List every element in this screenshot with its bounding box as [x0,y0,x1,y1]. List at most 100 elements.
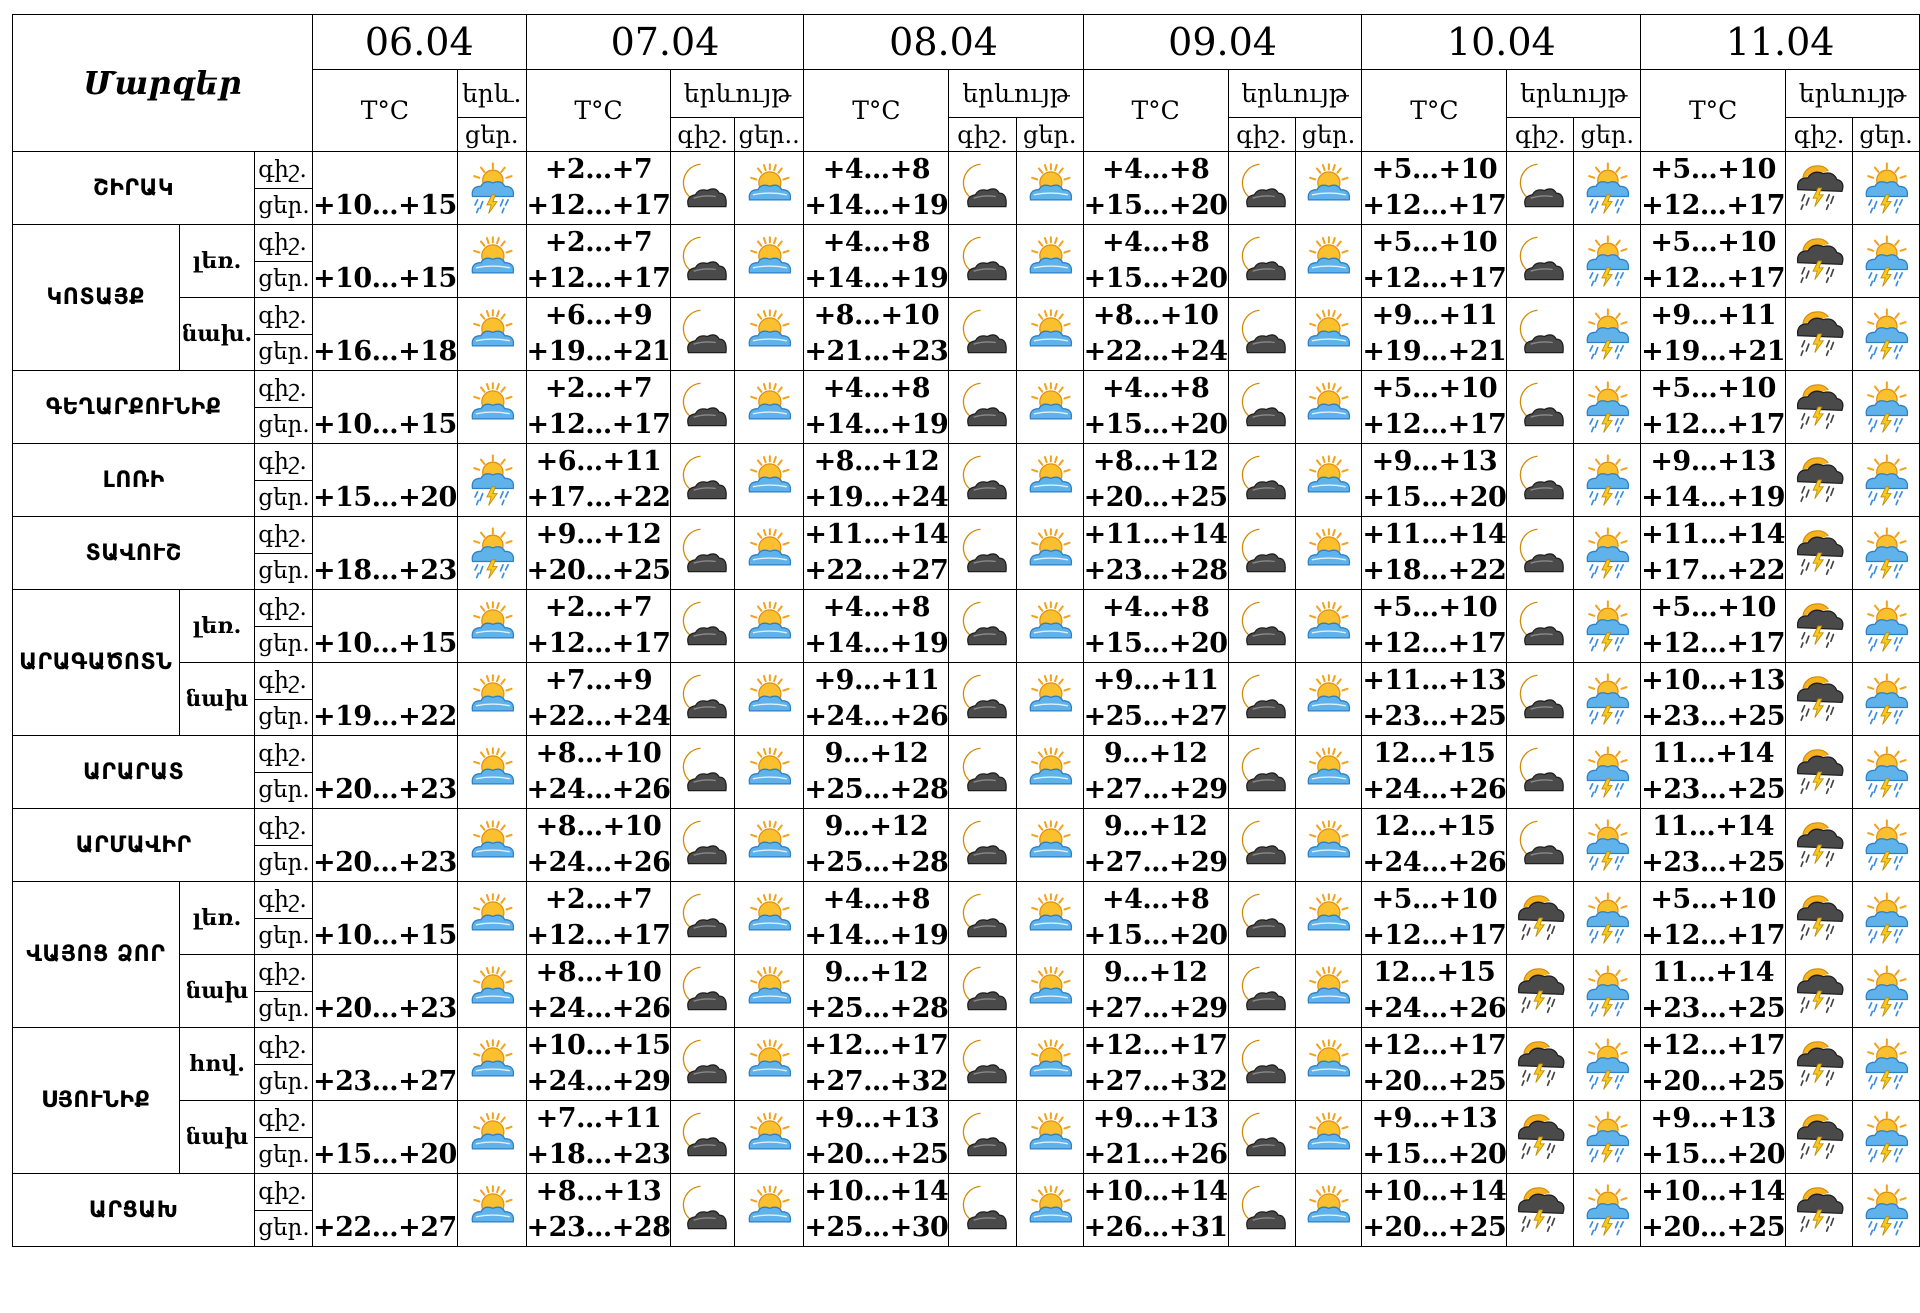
day-label: ցեր. [254,479,313,517]
temp-header: T°C [1640,69,1787,152]
temp-cell: 9…+12 +27…+29 [1082,735,1229,809]
night-icon-cell [1506,297,1575,371]
night-temp: +10…+13 [1641,665,1786,696]
moon-cloud-icon [962,820,1007,865]
day-temp: +14…+19 [804,920,949,951]
day-icon-cell [1852,151,1920,225]
subregion-label: լեռ. [178,589,256,663]
night-subheader: գիշ. [1785,117,1853,152]
night-temp: +9…+11 [813,665,940,696]
moon-cloud-icon [962,163,1007,208]
thunderstorm-icon [1796,822,1844,868]
day-label: ցեր. [254,844,313,882]
day-temp: +18…+22 [1362,555,1507,586]
subregion-label: նախ. [178,297,256,371]
night-icon-cell [1785,151,1853,225]
day-temp: +25…+28 [804,774,949,805]
day-icon-cell [1294,662,1363,736]
day-temp: +20…+25 [1641,1066,1786,1097]
night-temp: +7…+11 [535,1103,662,1134]
moon-cloud-icon [1241,1112,1286,1157]
night-icon-cell [670,516,735,590]
day-subheader: ցեր.. [733,117,805,152]
moon-cloud-icon [962,1185,1007,1230]
temp-cell: +8…+12 +20…+25 [1082,443,1229,517]
night-icon-cell [1785,443,1853,517]
day-temp: +23…+25 [1641,847,1786,878]
temp-cell: +8…+10 +24…+26 [525,735,672,809]
sun-cloud-storm-icon [1865,600,1909,652]
day-temp: +22…+24 [526,701,671,732]
night-icon-cell [948,881,1017,955]
night-temp: +9…+12 [535,519,662,550]
night-icon-cell [1506,1100,1575,1174]
night-label: գիշ. [254,370,313,408]
thunderstorm-icon [1518,1041,1565,1087]
night-icon-cell [948,516,1017,590]
day-icon-cell [1294,735,1363,809]
temp-cell: +10…+14 +26…+31 [1082,1173,1229,1247]
night-temp: +4…+8 [1101,884,1210,915]
moon-cloud-icon [1520,747,1565,792]
temp-cell: +15…+20 [311,1100,458,1174]
night-temp: +9…+11 [1371,300,1498,331]
day-icon-cell [1573,1027,1642,1101]
temp-cell: +4…+8 +15…+20 [1082,881,1229,955]
weather-icon-cell [456,224,527,298]
moon-cloud-icon [1241,1039,1286,1084]
day-icon-cell [1573,808,1642,882]
region-row: ՏԱՎՈՒՇ գիշ. +18…+23 +9…+12 +20…+25 [11,516,1920,590]
temp-cell: +12…+17 +20…+25 [1361,1027,1508,1101]
night-temp: +4…+8 [822,154,931,185]
day-icon-cell [733,1173,805,1247]
thunderstorm-icon [1796,311,1844,357]
night-icon-cell [1785,808,1853,882]
night-temp: +11…+14 [1362,519,1507,550]
night-temp: +9…+13 [1092,1103,1219,1134]
region-name: ԱՐՑԱԽ [11,1173,256,1247]
date-header-4: 09.04 [1082,14,1363,70]
day-temp: +15…+20 [1083,920,1228,951]
night-label: գիշ. [254,1100,313,1138]
night-icon-cell [1506,516,1575,590]
temp-cell: +5…+10 +12…+17 [1640,589,1787,663]
sun-cloud-storm-icon [1586,162,1630,214]
moon-cloud-icon [1241,382,1286,427]
night-temp: +8…+12 [1092,446,1219,477]
sun-cloud-icon [471,1039,514,1077]
night-temp: +8…+10 [535,957,662,988]
night-icon-cell [948,297,1017,371]
sun-cloud-icon [748,1112,792,1150]
sun-cloud-storm-icon [1586,527,1630,579]
moon-cloud-icon [682,309,727,354]
day-temp: +20…+25 [804,1139,949,1170]
temp-cell: +4…+8 +14…+19 [803,151,950,225]
night-icon-cell [1785,1100,1853,1174]
day-temp: +12…+17 [1641,920,1786,951]
region-row: ցեր. [13,1136,1920,1174]
night-temp: +5…+10 [1371,592,1498,623]
day-icon-cell [733,881,805,955]
region-name: ԼՈՌԻ [11,443,256,517]
day-label: ցեր. [254,698,313,736]
temp-cell: 12…+15 +24…+26 [1361,735,1508,809]
day-icon-cell [1015,1027,1084,1101]
night-temp: +4…+8 [822,227,931,258]
sun-cloud-icon [1308,966,1351,1004]
day-icon-cell [733,370,805,444]
night-icon-cell [1785,662,1853,736]
sun-cloud-storm-icon [1865,1038,1909,1090]
night-icon-cell [1227,662,1296,736]
night-icon-cell [1506,589,1575,663]
thunderstorm-icon [1796,603,1844,649]
day-label: ցեր. [254,187,313,225]
day-temp: +15…+20 [1083,263,1228,294]
night-icon-cell [948,808,1017,882]
temp-cell: +5…+10 +12…+17 [1640,370,1787,444]
region-row: ԱՐՄԱՎԻՐ գիշ. +20…+23 +8…+10 +24…+26 [11,808,1920,882]
region-row: ցեր. [13,917,1920,955]
day-icon-cell [1573,735,1642,809]
region-row: նախ գիշ. +20…+23 +8…+10 +24…+26 [13,954,1920,1028]
night-temp: 11…+14 [1652,957,1775,988]
thunderstorm-icon [1796,384,1844,430]
